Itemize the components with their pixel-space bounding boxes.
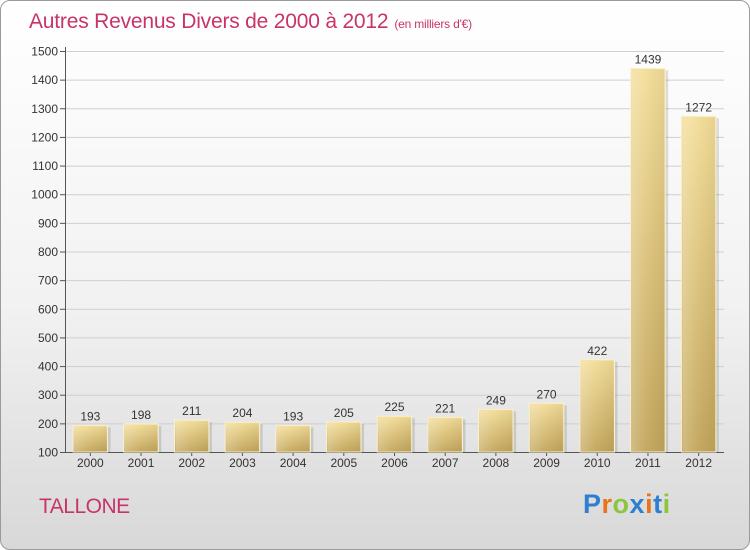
data-label: 1272 bbox=[685, 100, 712, 114]
logo-letter: t bbox=[653, 489, 663, 519]
bars bbox=[72, 67, 719, 453]
data-label: 221 bbox=[435, 401, 455, 415]
y-tick-label: 500 bbox=[38, 331, 58, 345]
y-tick-label: 1200 bbox=[31, 130, 58, 144]
data-label: 249 bbox=[486, 393, 506, 407]
proxiti-logo[interactable]: Proxiti bbox=[583, 489, 671, 520]
bar-highlight bbox=[581, 360, 614, 451]
x-tick-label: 2006 bbox=[381, 456, 408, 470]
chart-title-text: Autres Revenus Divers de 2000 à 2012 bbox=[29, 10, 389, 33]
y-tick-label: 700 bbox=[38, 274, 58, 288]
bar-highlight bbox=[631, 69, 665, 452]
labels: 100 200 300 400 500 600 700 800 900 1000 1100 1200 1… bbox=[31, 45, 712, 471]
data-label: 422 bbox=[587, 344, 607, 358]
bar-highlight bbox=[74, 426, 107, 451]
bar-highlight bbox=[175, 421, 208, 451]
x-tick-label: 2011 bbox=[635, 456, 661, 470]
y-tick-label: 300 bbox=[38, 388, 58, 402]
bar-highlight bbox=[428, 418, 462, 451]
logo-letter: x bbox=[629, 489, 646, 519]
bar-highlight bbox=[327, 422, 361, 451]
x-tick-label: 2007 bbox=[432, 456, 459, 470]
y-tick-label: 1000 bbox=[31, 188, 58, 202]
bar-highlight bbox=[276, 426, 310, 451]
chart-title: Autres Revenus Divers de 2000 à 2012 (en … bbox=[29, 10, 472, 34]
bar-highlight bbox=[378, 417, 411, 451]
bar-highlight bbox=[479, 410, 513, 451]
y-tick-label: 900 bbox=[38, 216, 58, 230]
y-tick-label: 1100 bbox=[32, 159, 58, 173]
x-tick-label: 2001 bbox=[128, 456, 155, 470]
y-tick-label: 600 bbox=[38, 302, 58, 316]
data-label: 204 bbox=[232, 406, 252, 420]
data-label: 193 bbox=[80, 409, 100, 423]
data-label: 193 bbox=[283, 409, 303, 423]
commune-name: TALLONE bbox=[39, 495, 130, 518]
bar-highlight bbox=[682, 117, 715, 451]
y-tick-label: 400 bbox=[38, 360, 58, 374]
chart-subtitle: (en milliers d'€) bbox=[394, 17, 472, 31]
x-tick-label: 2005 bbox=[330, 456, 357, 470]
x-tick-label: 2012 bbox=[685, 456, 712, 470]
grid-lines bbox=[65, 51, 724, 453]
data-label: 1439 bbox=[635, 52, 662, 66]
data-label: 211 bbox=[182, 404, 201, 418]
x-tick-label: 2009 bbox=[533, 456, 560, 470]
x-tick-label: 2010 bbox=[584, 456, 611, 470]
x-tick-label: 2008 bbox=[483, 456, 510, 470]
y-tick-label: 1300 bbox=[31, 102, 58, 116]
logo-letter: i bbox=[662, 489, 671, 519]
x-tick-label: 2000 bbox=[77, 456, 104, 470]
y-tick-label: 200 bbox=[38, 417, 58, 431]
y-tick-label: 1400 bbox=[31, 73, 58, 87]
y-tick-label: 1500 bbox=[31, 45, 58, 59]
logo-letter: i bbox=[645, 489, 654, 519]
data-label: 205 bbox=[334, 406, 354, 420]
bar-highlight bbox=[124, 424, 158, 451]
data-label: 198 bbox=[131, 408, 151, 422]
logo-letter: o bbox=[612, 489, 630, 519]
logo-letter: P bbox=[583, 489, 602, 519]
x-tick-label: 2003 bbox=[229, 456, 256, 470]
data-label: 225 bbox=[384, 400, 404, 414]
x-tick-label: 2002 bbox=[178, 456, 205, 470]
y-tick-label: 800 bbox=[38, 245, 58, 259]
data-label: 270 bbox=[537, 387, 557, 401]
logo-letter: r bbox=[601, 489, 613, 519]
y-tick-label: 100 bbox=[38, 446, 58, 460]
x-tick-label: 2004 bbox=[280, 456, 307, 470]
bar-highlight bbox=[226, 423, 259, 451]
bar-highlight bbox=[530, 404, 563, 451]
